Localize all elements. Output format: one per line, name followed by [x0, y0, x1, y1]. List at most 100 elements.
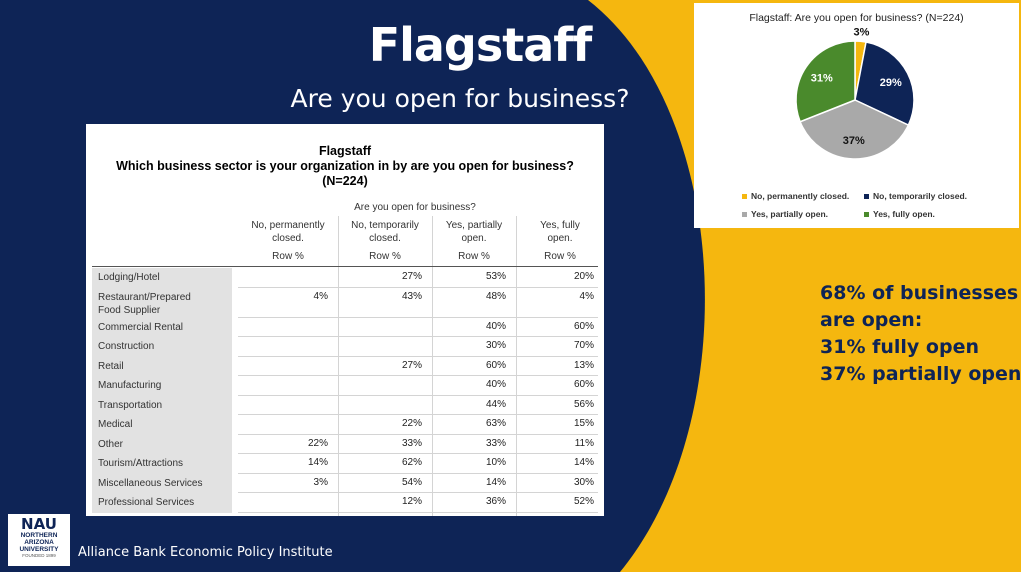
table-cell	[238, 268, 338, 271]
legend-item: Yes, fully open.	[864, 209, 935, 219]
row-label-line: Food Supplier	[98, 304, 161, 316]
table-cell: 20%	[573, 271, 594, 282]
row-label: Medical	[92, 415, 232, 435]
logo-est: FOUNDED 1899	[22, 553, 56, 558]
footer-text: Alliance Bank Economic Policy Institute	[78, 545, 333, 560]
column-group-header: Are you open for business?	[354, 202, 476, 213]
pie-slice-label: 3%	[854, 26, 870, 38]
table-row: Transportation 44% 56%	[92, 395, 598, 415]
column-subheader: Row %	[544, 251, 576, 262]
column-header-line: open.	[461, 233, 487, 244]
legend-item: No, temporarily closed.	[864, 191, 967, 201]
row-label: Tourism/Attractions	[92, 454, 232, 474]
table-cell: 13%	[573, 359, 594, 371]
callout-line: 68% of businesses	[820, 282, 1019, 304]
table-title-line: (N=224)	[322, 174, 368, 188]
pie-chart: 3% 29% 37% 31%	[795, 26, 915, 160]
row-label: Retail	[92, 356, 232, 376]
table-cell: 60%	[485, 359, 506, 371]
table-title-line: Which business sector is your organizati…	[116, 159, 574, 173]
row-label: Commercial Rental	[92, 317, 232, 337]
table-cell: 48%	[485, 290, 506, 302]
table-cell: 62%	[401, 457, 422, 468]
row-divider	[238, 511, 598, 513]
row-label-line: Transportation	[98, 399, 163, 411]
row-label-line: Miscellaneous Services	[98, 477, 203, 489]
pie-title: Flagstaff: Are you open for business? (N…	[749, 12, 964, 24]
table-cell: 40%	[485, 320, 506, 332]
column-header-line: closed.	[369, 233, 401, 244]
table-cell	[338, 376, 432, 379]
column-header: Yes, fully open.	[516, 219, 604, 245]
table-cell: 14%	[573, 457, 594, 468]
row-label: Construction	[92, 337, 232, 357]
pie-slice	[795, 40, 856, 123]
slide-title: Flagstaff	[368, 18, 593, 72]
pie-slice	[799, 99, 910, 160]
table-cell: 53%	[485, 271, 506, 282]
row-label-line: Manufacturing	[98, 380, 162, 391]
row-divider	[238, 316, 598, 318]
row-divider	[238, 394, 598, 396]
column-subheader: Row %	[458, 251, 490, 262]
row-label: Other	[92, 434, 232, 454]
nau-logo: NAU NORTHERN ARIZONA UNIVERSITY FOUNDED …	[8, 514, 70, 566]
row-label-line: Lodging/Hotel	[98, 272, 160, 283]
row-divider	[238, 453, 598, 454]
logo-name-line: UNIVERSITY	[19, 546, 59, 553]
column-header-line: open.	[547, 233, 573, 244]
table-row: Medical 22% 63% 15%	[92, 415, 598, 435]
row-label-line: Commercial Rental	[98, 321, 184, 333]
table-row: Lodging/Hotel 27% 53% 20%	[92, 268, 598, 288]
row-divider	[238, 286, 598, 288]
row-label: Professional Services	[92, 493, 232, 513]
row-label-line: Construction	[98, 341, 155, 352]
pie-slice	[854, 41, 915, 127]
row-divider	[238, 414, 598, 415]
table-cell: 54%	[401, 476, 422, 488]
table-row: Restaurant/Prepared Food Supplier 4% 43% 48%…	[92, 287, 598, 318]
table-title: Flagstaff Which business sector is your …	[86, 144, 604, 189]
row-label-line: Restaurant/Prepared	[98, 291, 191, 303]
table-row: Retail 27% 60% 13%	[92, 356, 598, 376]
table-cell: 36%	[485, 496, 506, 507]
header-rule	[92, 266, 598, 267]
table-cell: 14%	[485, 476, 506, 488]
column-header-line: Yes, partially	[445, 220, 503, 231]
table-cell: 30%	[573, 476, 594, 488]
pie-slice-label: 29%	[880, 77, 902, 89]
legend-item: Yes, partially open.	[742, 209, 828, 219]
column-header: Yes, partially open.	[432, 219, 516, 245]
legend-swatch	[864, 212, 869, 218]
row-divider	[238, 336, 598, 337]
table-row: Professional Services 12% 36% 52%	[92, 493, 598, 513]
table-cell: 33%	[485, 437, 506, 449]
table-cell: 63%	[485, 418, 506, 429]
table-cell: 27%	[401, 359, 422, 371]
logo-name-line: NORTHERN	[20, 532, 58, 539]
column-header: No, permanently closed.	[238, 219, 338, 245]
table-cell: 22%	[401, 418, 422, 429]
table-cell	[238, 376, 338, 379]
row-label-line: Other	[98, 438, 124, 450]
row-divider	[238, 375, 598, 376]
row-label-line: Professional Services	[98, 497, 195, 508]
row-divider	[238, 472, 598, 474]
table-cell: 14%	[307, 457, 328, 468]
callout-line: 37% partially open	[820, 363, 1021, 385]
callout-line: are open:	[820, 309, 923, 331]
slide-subtitle: Are you open for business?	[290, 84, 630, 113]
table-cell: 70%	[573, 340, 594, 351]
table-row: Miscellaneous Services 3% 54% 14% 30%	[92, 473, 598, 493]
column-divider	[338, 216, 339, 516]
table-cell: 60%	[573, 379, 594, 390]
column-divider	[516, 216, 517, 516]
pie-slice-label: 37%	[843, 135, 865, 147]
legend-label: No, temporarily closed.	[873, 191, 967, 201]
table-cell: 56%	[573, 398, 594, 410]
crosstab-table-panel: Flagstaff Which business sector is your …	[86, 124, 604, 516]
table-cell: 30%	[485, 340, 506, 351]
row-divider	[238, 355, 598, 357]
table-cell: 22%	[307, 437, 328, 449]
table-cell: 40%	[485, 379, 506, 390]
